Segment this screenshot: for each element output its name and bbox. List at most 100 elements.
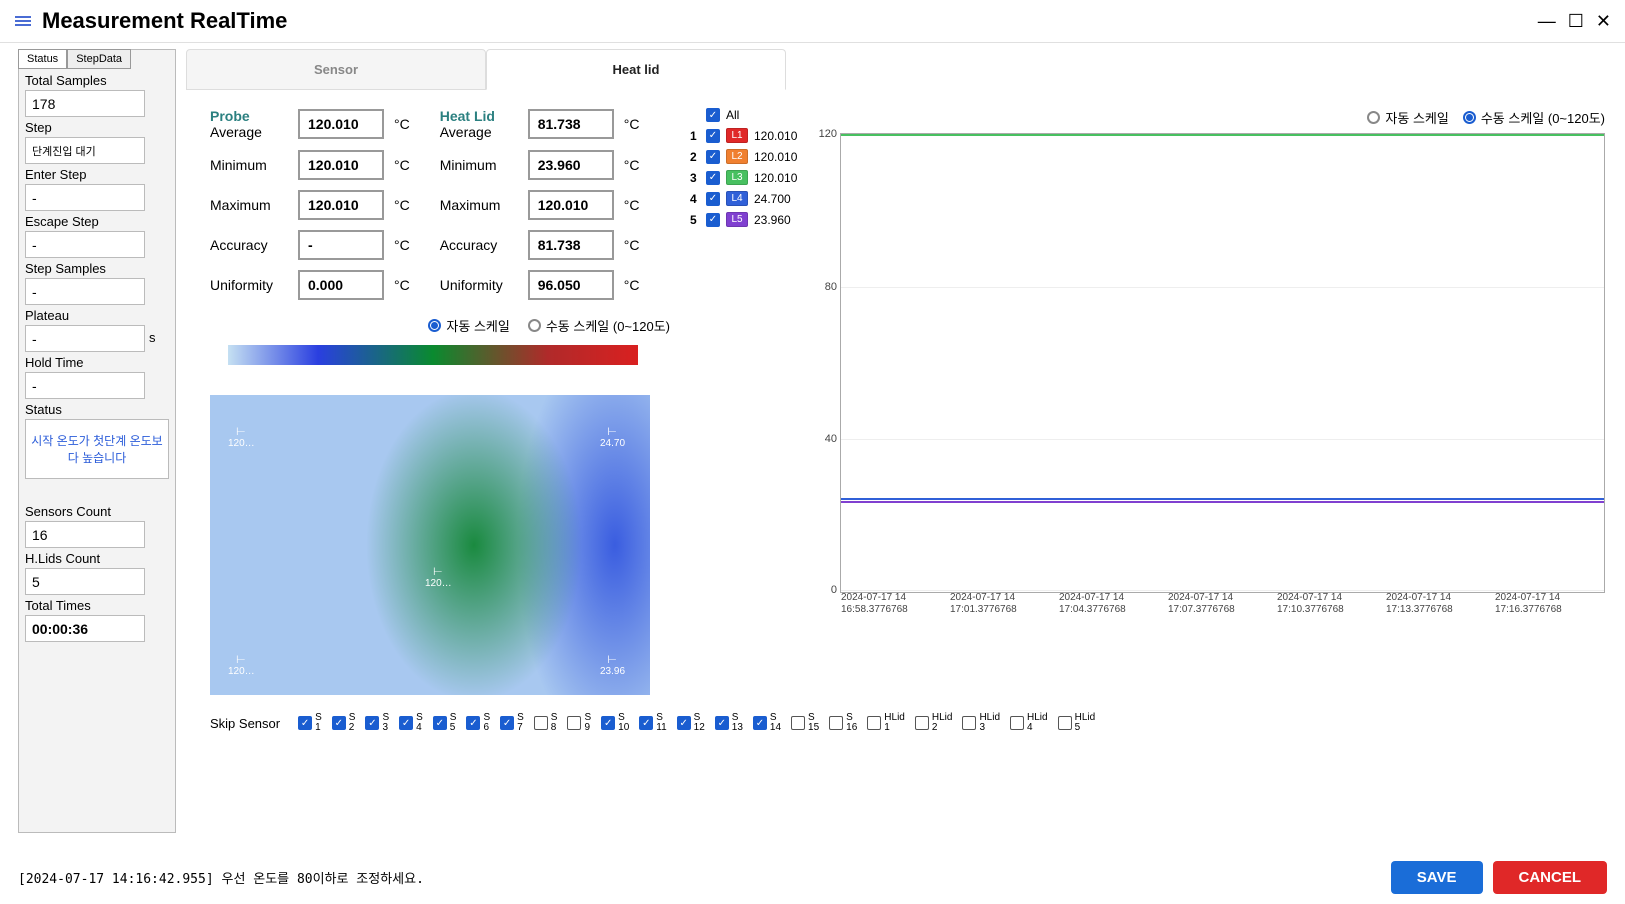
skip-label-S5: S5: [450, 713, 457, 733]
skip-checkbox-HLid3[interactable]: [962, 716, 976, 730]
sidebar-label-total_samples: Total Samples: [25, 73, 169, 88]
skip-checkbox-S10[interactable]: [601, 716, 615, 730]
legend-checkbox-L1[interactable]: [706, 129, 720, 143]
sidebar-label-step_samples: Step Samples: [25, 261, 169, 276]
radio-auto-scale-left[interactable]: 자동 스케일: [428, 316, 509, 335]
stat-label-probe-accuracy: Accuracy: [210, 237, 298, 253]
skip-label-S2: S2: [349, 713, 356, 733]
legend-checkbox-L4[interactable]: [706, 192, 720, 206]
chart-xtick: 2024-07-17 1417:10.3776768: [1277, 592, 1386, 616]
skip-label-S3: S3: [382, 713, 389, 733]
skip-sensor-label: Skip Sensor: [210, 716, 280, 731]
skip-label-S15: S15: [808, 713, 819, 733]
legend-checkbox-all[interactable]: [706, 108, 720, 122]
stat-label-probe-minimum: Minimum: [210, 157, 298, 173]
chart-xtick: 2024-07-17 1416:58.3776768: [841, 592, 950, 616]
sidebar-value-sensors_count: 16: [25, 521, 145, 548]
tab-heatlid[interactable]: Heat lid: [486, 49, 786, 90]
radio-manual-scale-left[interactable]: 수동 스케일 (0~120도): [528, 316, 670, 335]
chart-xtick: 2024-07-17 1417:13.3776768: [1386, 592, 1495, 616]
skip-label-HLid2: HLid2: [932, 713, 953, 733]
close-button[interactable]: ✕: [1596, 11, 1611, 32]
skip-label-HLid1: HLid1: [884, 713, 905, 733]
skip-checkbox-HLid1[interactable]: [867, 716, 881, 730]
subtab-stepdata[interactable]: StepData: [67, 49, 131, 69]
skip-checkbox-HLid5[interactable]: [1058, 716, 1072, 730]
skip-label-S14: S14: [770, 713, 781, 733]
sidebar-value-step: 단계진입 대기: [25, 137, 145, 164]
skip-checkbox-S14[interactable]: [753, 716, 767, 730]
chart-ytick: 0: [831, 584, 837, 596]
skip-checkbox-S15[interactable]: [791, 716, 805, 730]
skip-label-S11: S11: [656, 713, 666, 733]
chart-xtick: 2024-07-17 1417:04.3776768: [1059, 592, 1168, 616]
titlebar: Measurement RealTime — ☐ ✕: [0, 0, 1625, 43]
skip-checkbox-S4[interactable]: [399, 716, 413, 730]
sidebar-label-sensors_count: Sensors Count: [25, 504, 169, 519]
sidebar-value-escape_step: -: [25, 231, 145, 258]
skip-checkbox-S13[interactable]: [715, 716, 729, 730]
skip-checkbox-HLid4[interactable]: [1010, 716, 1024, 730]
skip-checkbox-S1[interactable]: [298, 716, 312, 730]
stat-value-heatlid-uniformity: 96.050: [528, 270, 614, 300]
line-chart: 2024-07-17 1416:58.37767682024-07-17 141…: [840, 133, 1605, 593]
legend-checkbox-L2[interactable]: [706, 150, 720, 164]
skip-checkbox-S7[interactable]: [500, 716, 514, 730]
legend-badge-L4: L4: [726, 191, 748, 206]
skip-checkbox-S3[interactable]: [365, 716, 379, 730]
legend-checkbox-L5[interactable]: [706, 213, 720, 227]
skip-checkbox-S6[interactable]: [466, 716, 480, 730]
skip-checkbox-S11[interactable]: [639, 716, 653, 730]
save-button[interactable]: SAVE: [1391, 861, 1483, 894]
sidebar-value-total_samples: 178: [25, 90, 145, 117]
skip-checkbox-S8[interactable]: [534, 716, 548, 730]
sidebar: Status StepData Total Samples178Step단계진입…: [18, 49, 176, 833]
stat-label-probe-average: ProbeAverage: [210, 108, 298, 140]
chart-series-line: [841, 498, 1604, 500]
sidebar-label-hold_time: Hold Time: [25, 355, 169, 370]
radio-auto-scale-chart[interactable]: 자동 스케일: [1367, 108, 1448, 127]
radio-manual-scale-chart[interactable]: 수동 스케일 (0~120도): [1463, 108, 1605, 127]
sidebar-label-plateau: Plateau: [25, 308, 169, 323]
skip-label-S4: S4: [416, 713, 423, 733]
heatmap-point-4: ⊢23.96: [600, 653, 625, 677]
legend-value-L5: 23.960: [754, 213, 791, 227]
sidebar-value-step_samples: -: [25, 278, 145, 305]
legend-checkbox-L3[interactable]: [706, 171, 720, 185]
skip-label-S8: S8: [551, 713, 558, 733]
stat-value-heatlid-minimum: 23.960: [528, 150, 614, 180]
skip-checkbox-S16[interactable]: [829, 716, 843, 730]
skip-label-S9: S9: [584, 713, 591, 733]
log-message: [2024-07-17 14:16:42.955] 우선 온도를 80이하로 조…: [18, 868, 1381, 887]
stat-label-heatlid-maximum: Maximum: [440, 197, 528, 213]
maximize-button[interactable]: ☐: [1568, 11, 1584, 32]
chart-ytick: 80: [825, 281, 837, 293]
cancel-button[interactable]: CANCEL: [1493, 861, 1608, 894]
stat-label-heatlid-uniformity: Uniformity: [440, 277, 528, 293]
subtab-status[interactable]: Status: [18, 49, 67, 69]
skip-checkbox-S12[interactable]: [677, 716, 691, 730]
stat-value-heatlid-accuracy: 81.738: [528, 230, 614, 260]
skip-label-HLid5: HLid5: [1075, 713, 1096, 733]
skip-checkbox-S9[interactable]: [567, 716, 581, 730]
skip-checkbox-HLid2[interactable]: [915, 716, 929, 730]
sidebar-label-status: Status: [25, 402, 169, 417]
legend-value-L3: 120.010: [754, 171, 797, 185]
skip-label-S7: S7: [517, 713, 524, 733]
sidebar-label-total_times: Total Times: [25, 598, 169, 613]
skip-label-S1: S1: [315, 713, 322, 733]
sidebar-value-plateau: -: [25, 325, 145, 352]
stat-value-heatlid-maximum: 120.010: [528, 190, 614, 220]
skip-checkbox-S2[interactable]: [332, 716, 346, 730]
skip-checkbox-S5[interactable]: [433, 716, 447, 730]
tab-sensor[interactable]: Sensor: [186, 49, 486, 90]
chart-ytick: 120: [819, 128, 837, 140]
chart-series-line: [841, 501, 1604, 503]
legend-badge-L3: L3: [726, 170, 748, 185]
minimize-button[interactable]: —: [1538, 11, 1556, 32]
stat-value-heatlid-average: 81.738: [528, 109, 614, 139]
legend-badge-L5: L5: [726, 212, 748, 227]
sidebar-value-hlids_count: 5: [25, 568, 145, 595]
heatmap: ⊢120…⊢24.70⊢120…⊢120…⊢23.96: [210, 395, 650, 695]
skip-label-S6: S6: [483, 713, 490, 733]
